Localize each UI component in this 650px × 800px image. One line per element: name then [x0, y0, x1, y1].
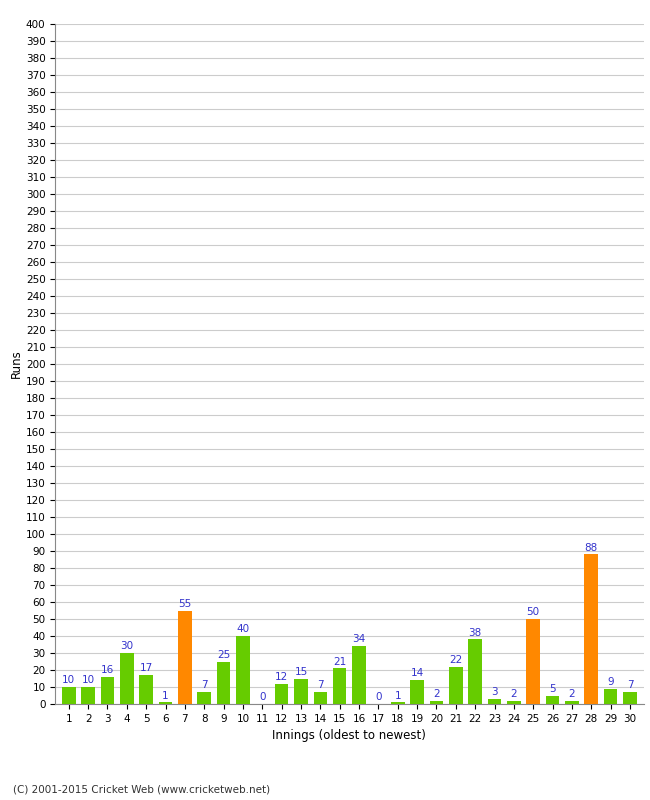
Bar — [604, 689, 618, 704]
Text: 7: 7 — [317, 680, 324, 690]
Bar — [333, 668, 346, 704]
Bar — [198, 692, 211, 704]
Text: 50: 50 — [526, 607, 539, 618]
Text: 30: 30 — [120, 642, 133, 651]
Bar — [469, 639, 482, 704]
Text: 12: 12 — [275, 672, 288, 682]
Text: 2: 2 — [433, 689, 440, 699]
Bar — [430, 701, 443, 704]
Bar — [391, 702, 404, 704]
Text: 14: 14 — [411, 669, 424, 678]
Text: 2: 2 — [510, 689, 517, 699]
Text: 1: 1 — [162, 690, 169, 701]
Text: 9: 9 — [607, 677, 614, 687]
Text: 22: 22 — [449, 655, 462, 665]
Bar — [565, 701, 578, 704]
Text: 17: 17 — [140, 663, 153, 674]
Y-axis label: Runs: Runs — [10, 350, 23, 378]
Bar — [294, 678, 307, 704]
Text: 34: 34 — [352, 634, 366, 645]
Bar — [275, 683, 289, 704]
Bar — [101, 677, 114, 704]
Text: 16: 16 — [101, 665, 114, 675]
Bar — [488, 699, 501, 704]
Text: 40: 40 — [237, 624, 250, 634]
Text: 0: 0 — [259, 692, 266, 702]
Text: 55: 55 — [178, 598, 192, 609]
Bar — [81, 687, 95, 704]
Text: 1: 1 — [395, 690, 401, 701]
Bar — [623, 692, 637, 704]
Text: 38: 38 — [469, 628, 482, 638]
Bar — [449, 666, 463, 704]
Bar — [313, 692, 327, 704]
Text: 25: 25 — [217, 650, 230, 660]
Text: 2: 2 — [569, 689, 575, 699]
Text: 0: 0 — [375, 692, 382, 702]
Bar — [526, 619, 540, 704]
Bar — [507, 701, 521, 704]
Text: (C) 2001-2015 Cricket Web (www.cricketweb.net): (C) 2001-2015 Cricket Web (www.cricketwe… — [13, 784, 270, 794]
Bar — [236, 636, 250, 704]
Text: 21: 21 — [333, 657, 346, 666]
Bar — [159, 702, 172, 704]
Text: 5: 5 — [549, 684, 556, 694]
Text: 7: 7 — [201, 680, 207, 690]
Text: 10: 10 — [62, 675, 75, 686]
Text: 3: 3 — [491, 687, 498, 697]
Bar — [139, 675, 153, 704]
Bar — [217, 662, 230, 704]
Bar — [410, 680, 424, 704]
Text: 7: 7 — [627, 680, 633, 690]
Bar — [120, 653, 134, 704]
Text: 15: 15 — [294, 667, 307, 677]
Bar — [62, 687, 75, 704]
Bar — [584, 554, 598, 704]
Text: 10: 10 — [82, 675, 95, 686]
Bar — [178, 610, 192, 704]
Bar — [352, 646, 366, 704]
X-axis label: Innings (oldest to newest): Innings (oldest to newest) — [272, 730, 426, 742]
Bar — [546, 695, 560, 704]
Text: 88: 88 — [584, 542, 598, 553]
